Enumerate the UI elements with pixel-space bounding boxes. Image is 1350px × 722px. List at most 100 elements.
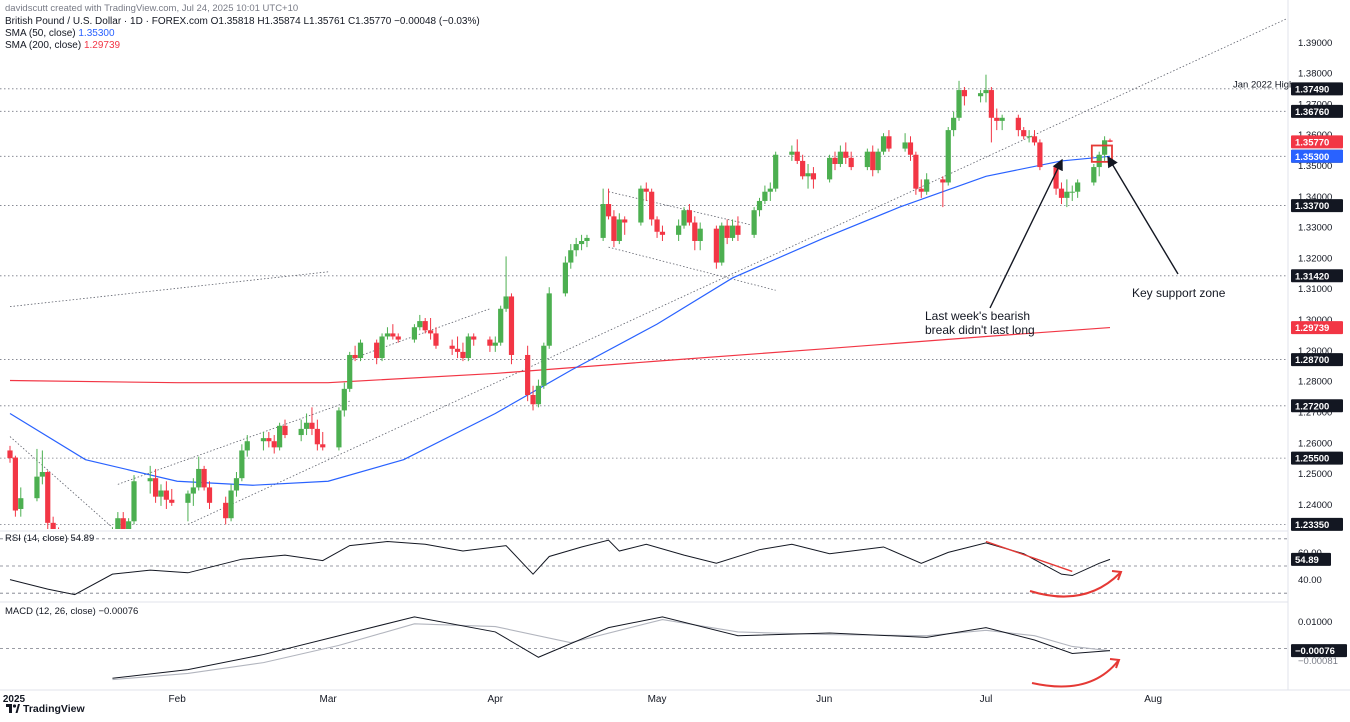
candles-group bbox=[7, 74, 1113, 586]
level-label: 1.23350 bbox=[1295, 520, 1329, 531]
candle-body bbox=[789, 151, 795, 155]
x-tick-label: Jul bbox=[980, 694, 993, 705]
candle-body bbox=[697, 228, 703, 241]
x-tick-label: Mar bbox=[320, 694, 338, 705]
candle-body bbox=[940, 179, 946, 183]
support-label: Key support zone bbox=[1132, 286, 1226, 300]
y-tick-label: 1.29000 bbox=[1298, 346, 1332, 357]
candle-body bbox=[341, 388, 347, 411]
candle-body bbox=[1107, 140, 1113, 142]
candle-body bbox=[282, 425, 288, 436]
price-badge-label: 1.29739 bbox=[1295, 323, 1329, 334]
candle-body bbox=[115, 518, 121, 529]
candle-body bbox=[837, 151, 843, 164]
candle-body bbox=[832, 157, 838, 164]
price-badge-label: 1.35300 bbox=[1295, 152, 1329, 163]
candle-body bbox=[266, 438, 272, 442]
sma200-value: 1.29739 bbox=[83, 40, 121, 51]
y-tick-label: 1.27000 bbox=[1298, 407, 1332, 418]
level-badge bbox=[1291, 104, 1343, 118]
candle-body bbox=[961, 90, 968, 97]
candle-body bbox=[147, 478, 153, 482]
candle-body bbox=[379, 336, 385, 359]
trendline bbox=[9, 436, 113, 528]
candle-body bbox=[562, 262, 568, 294]
candle-body bbox=[999, 117, 1005, 121]
candle-body bbox=[622, 219, 628, 223]
level-label: 1.36760 bbox=[1295, 107, 1329, 118]
candle-body bbox=[762, 191, 768, 201]
support-zone-box bbox=[1090, 144, 1113, 163]
candle-body bbox=[508, 296, 515, 355]
candle-body bbox=[390, 333, 396, 337]
trendline bbox=[608, 246, 776, 291]
symbol-line: British Pound / U.S. Dollar · 1D · FOREX… bbox=[5, 16, 480, 27]
y-tick-label: 1.25000 bbox=[1298, 469, 1332, 480]
level-badge bbox=[1291, 269, 1343, 283]
candle-body bbox=[201, 468, 207, 488]
level-label: 1.37490 bbox=[1295, 84, 1329, 95]
trendline bbox=[349, 308, 491, 360]
y-tick-label: 1.32000 bbox=[1298, 253, 1332, 264]
rsi-curve-arrowhead bbox=[1111, 570, 1123, 581]
level-badge bbox=[1291, 199, 1343, 213]
rsi-divergence-line bbox=[985, 540, 1073, 573]
candle-body bbox=[880, 136, 887, 152]
candle-body bbox=[1096, 154, 1102, 168]
candle-body bbox=[244, 441, 250, 451]
level-badge bbox=[1291, 451, 1343, 465]
candle-body bbox=[918, 188, 924, 192]
candle-body bbox=[352, 354, 358, 359]
candle-body bbox=[169, 499, 175, 503]
candle-body bbox=[347, 354, 353, 389]
candle-body bbox=[724, 225, 730, 238]
candle-body bbox=[649, 191, 655, 220]
candle-body bbox=[50, 522, 56, 529]
candle-body bbox=[487, 339, 493, 346]
candle-body bbox=[794, 151, 800, 161]
level-label: 1.33700 bbox=[1295, 201, 1329, 212]
y-tick-label: 1.33000 bbox=[1298, 223, 1332, 234]
candle-body bbox=[676, 225, 682, 235]
candle-body bbox=[260, 438, 267, 442]
y-tick-label: 1.30000 bbox=[1298, 315, 1332, 326]
candle-body bbox=[1015, 117, 1021, 131]
candle-body bbox=[886, 136, 892, 149]
candle-body bbox=[39, 472, 45, 477]
rsi-title: RSI (14, close) 54.89 bbox=[5, 533, 94, 544]
candle-body bbox=[357, 342, 364, 359]
candle-body bbox=[584, 237, 590, 241]
candle-body bbox=[228, 490, 234, 519]
candle-body bbox=[320, 444, 326, 448]
candle-body bbox=[735, 225, 741, 235]
candle-body bbox=[535, 385, 542, 405]
candle-body bbox=[223, 502, 229, 519]
candle-body bbox=[449, 345, 455, 349]
candle-body bbox=[605, 204, 612, 217]
y-tick-label: 1.34000 bbox=[1298, 192, 1332, 203]
candle-body bbox=[72, 564, 77, 586]
candle-body bbox=[578, 240, 585, 245]
candle-body bbox=[120, 518, 126, 529]
sma200-legend: SMA (200, close) 1.29739 bbox=[5, 40, 120, 51]
candle-body bbox=[411, 327, 418, 340]
candle-body bbox=[126, 521, 132, 529]
candle-body bbox=[756, 200, 763, 211]
candle-body bbox=[492, 342, 498, 346]
tradingview-brand[interactable]: TradingView bbox=[6, 703, 85, 715]
candle-body bbox=[1064, 191, 1070, 198]
candle-body bbox=[767, 188, 773, 192]
candle-body bbox=[956, 90, 962, 118]
rsi-value-badge bbox=[1291, 552, 1331, 566]
candle-body bbox=[196, 468, 202, 488]
candle-body bbox=[77, 561, 82, 586]
candle-body bbox=[460, 351, 466, 359]
candle-body bbox=[773, 154, 779, 189]
trendline-extension bbox=[1147, 18, 1287, 84]
candle-body bbox=[12, 457, 18, 511]
tradingview-logo-icon bbox=[6, 704, 20, 713]
candle-body bbox=[422, 321, 428, 331]
candle-body bbox=[530, 395, 536, 405]
candle-body bbox=[977, 93, 984, 97]
